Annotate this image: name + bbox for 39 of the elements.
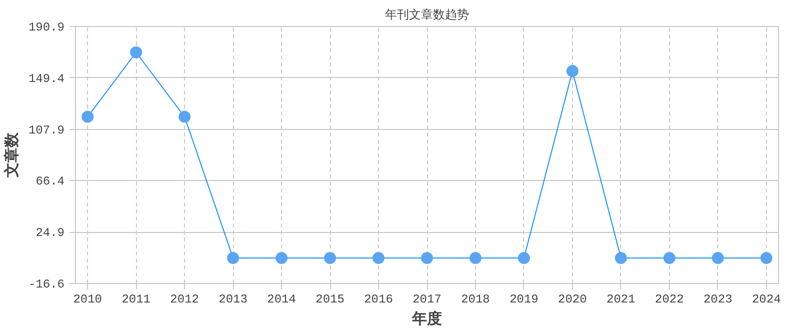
point xyxy=(614,252,627,264)
x-tick-label: 2021 xyxy=(606,292,636,306)
x-tick-label: 2014 xyxy=(267,292,296,306)
y-tick-label: 66.4 xyxy=(36,174,65,189)
x-tick-label: 2024 xyxy=(752,292,781,306)
point xyxy=(712,252,724,264)
point xyxy=(324,252,336,264)
point xyxy=(130,46,142,58)
point xyxy=(178,110,191,123)
point xyxy=(421,252,433,264)
x-tick-label: 2010 xyxy=(73,292,102,306)
x-tick-label: 2019 xyxy=(510,292,538,306)
point xyxy=(760,252,772,264)
x-tick-label: 2015 xyxy=(316,292,344,306)
x-axis-title: 年度 xyxy=(411,310,442,328)
point xyxy=(372,252,385,264)
point xyxy=(518,252,530,264)
x-tick-label: 2013 xyxy=(218,292,248,306)
point xyxy=(82,110,94,123)
x-tick-label: 2012 xyxy=(170,292,199,306)
y-tick-label: 24.9 xyxy=(36,226,65,240)
x-tick-label: 2018 xyxy=(461,292,490,306)
y-axis-title: 文章数 xyxy=(2,132,20,178)
point xyxy=(469,252,482,264)
y-tick-label: 107.9 xyxy=(28,123,65,138)
y-tick-label: 190.9 xyxy=(28,20,65,34)
point xyxy=(566,64,578,77)
chart-title: 年刊文章数趋势 xyxy=(385,8,469,22)
y-tick-label: 149.4 xyxy=(28,72,65,86)
point xyxy=(276,252,288,264)
x-tick-label: 2023 xyxy=(703,292,732,306)
x-tick-label: 2022 xyxy=(655,292,684,306)
x-tick-label: 2011 xyxy=(122,292,151,306)
x-tick-label: 2020 xyxy=(558,292,587,306)
point xyxy=(227,252,240,264)
x-tick-label: 2016 xyxy=(364,292,393,306)
point xyxy=(663,252,676,264)
y-tick-label: -16.6 xyxy=(28,278,65,292)
x-tick-label: 2017 xyxy=(412,292,442,306)
